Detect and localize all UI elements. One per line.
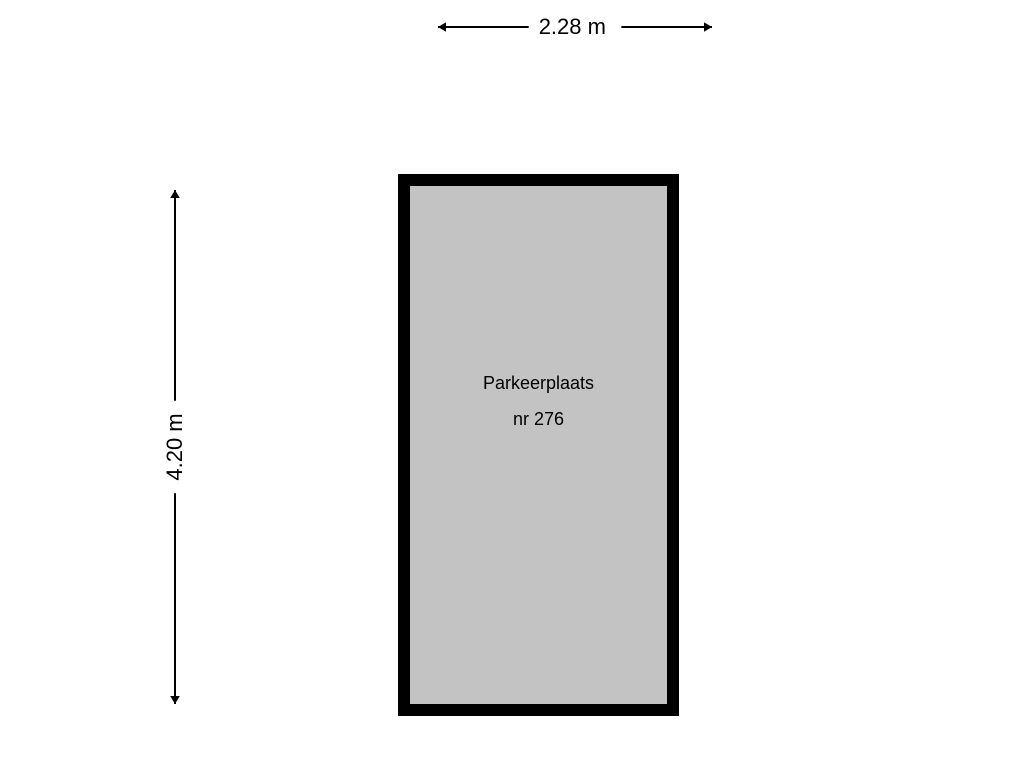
dimension-width-label: 2.28 m <box>539 14 606 40</box>
dimension-height-label: 4.20 m <box>162 413 188 480</box>
parking-space-rect: Parkeerplaats nr 276 <box>398 174 679 716</box>
floorplan-canvas: Parkeerplaats nr 276 2.28 m 4.20 m <box>0 0 1024 768</box>
parking-space-label-line1: Parkeerplaats <box>410 373 667 394</box>
parking-space-label-line2: nr 276 <box>410 409 667 430</box>
